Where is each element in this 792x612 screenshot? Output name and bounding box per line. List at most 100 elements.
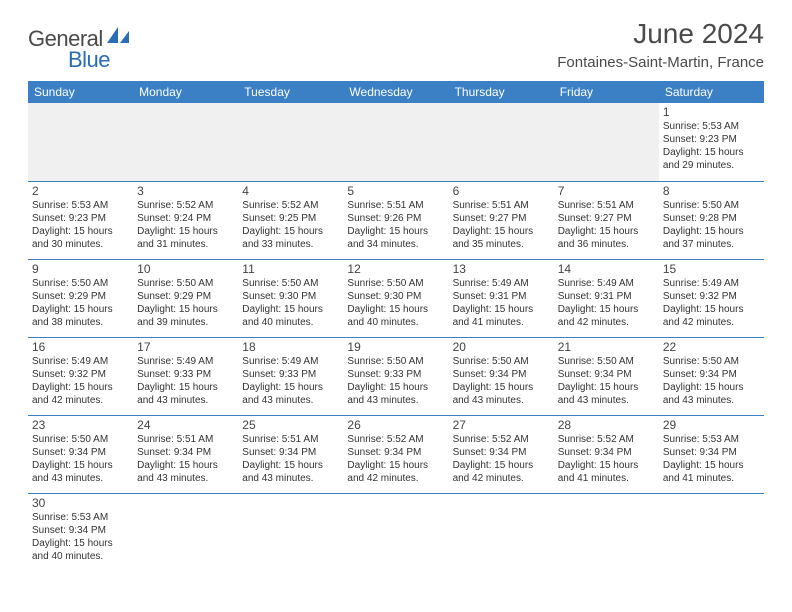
calendar-day-cell: 8Sunrise: 5:50 AMSunset: 9:28 PMDaylight… <box>659 181 764 259</box>
calendar-week-row: 1Sunrise: 5:53 AMSunset: 9:23 PMDaylight… <box>28 103 764 181</box>
day-info: Sunrise: 5:49 AMSunset: 9:33 PMDaylight:… <box>242 355 339 407</box>
day-number: 29 <box>663 418 760 432</box>
calendar-day-cell: 20Sunrise: 5:50 AMSunset: 9:34 PMDayligh… <box>449 337 554 415</box>
calendar-week-row: 9Sunrise: 5:50 AMSunset: 9:29 PMDaylight… <box>28 259 764 337</box>
calendar-empty-cell <box>28 103 133 181</box>
calendar-empty-cell <box>449 103 554 181</box>
month-title: June 2024 <box>557 18 764 50</box>
calendar-day-cell: 10Sunrise: 5:50 AMSunset: 9:29 PMDayligh… <box>133 259 238 337</box>
calendar-day-cell: 6Sunrise: 5:51 AMSunset: 9:27 PMDaylight… <box>449 181 554 259</box>
calendar-day-cell: 28Sunrise: 5:52 AMSunset: 9:34 PMDayligh… <box>554 415 659 493</box>
day-number: 27 <box>453 418 550 432</box>
calendar-day-cell: 5Sunrise: 5:51 AMSunset: 9:26 PMDaylight… <box>343 181 448 259</box>
day-info: Sunrise: 5:49 AMSunset: 9:31 PMDaylight:… <box>558 277 655 329</box>
calendar-day-cell: 2Sunrise: 5:53 AMSunset: 9:23 PMDaylight… <box>28 181 133 259</box>
day-number: 16 <box>32 340 129 354</box>
calendar-day-cell: 26Sunrise: 5:52 AMSunset: 9:34 PMDayligh… <box>343 415 448 493</box>
calendar-day-cell: 4Sunrise: 5:52 AMSunset: 9:25 PMDaylight… <box>238 181 343 259</box>
calendar-day-cell: 12Sunrise: 5:50 AMSunset: 9:30 PMDayligh… <box>343 259 448 337</box>
calendar-day-cell: 30Sunrise: 5:53 AMSunset: 9:34 PMDayligh… <box>28 493 133 571</box>
calendar-day-cell: 29Sunrise: 5:53 AMSunset: 9:34 PMDayligh… <box>659 415 764 493</box>
weekday-header: Sunday <box>28 81 133 103</box>
day-number: 11 <box>242 262 339 276</box>
calendar-day-cell: 17Sunrise: 5:49 AMSunset: 9:33 PMDayligh… <box>133 337 238 415</box>
calendar-empty-cell <box>554 103 659 181</box>
calendar-empty-cell <box>659 493 764 571</box>
calendar-empty-cell <box>449 493 554 571</box>
header: General June 2024 Fontaines-Saint-Martin… <box>28 18 764 71</box>
calendar-day-cell: 7Sunrise: 5:51 AMSunset: 9:27 PMDaylight… <box>554 181 659 259</box>
calendar-day-cell: 14Sunrise: 5:49 AMSunset: 9:31 PMDayligh… <box>554 259 659 337</box>
day-info: Sunrise: 5:50 AMSunset: 9:28 PMDaylight:… <box>663 199 760 251</box>
day-number: 5 <box>347 184 444 198</box>
day-info: Sunrise: 5:50 AMSunset: 9:34 PMDaylight:… <box>663 355 760 407</box>
day-info: Sunrise: 5:53 AMSunset: 9:23 PMDaylight:… <box>663 120 760 172</box>
day-number: 20 <box>453 340 550 354</box>
calendar-day-cell: 23Sunrise: 5:50 AMSunset: 9:34 PMDayligh… <box>28 415 133 493</box>
day-number: 24 <box>137 418 234 432</box>
day-info: Sunrise: 5:49 AMSunset: 9:32 PMDaylight:… <box>663 277 760 329</box>
day-info: Sunrise: 5:51 AMSunset: 9:27 PMDaylight:… <box>453 199 550 251</box>
day-number: 23 <box>32 418 129 432</box>
calendar-day-cell: 27Sunrise: 5:52 AMSunset: 9:34 PMDayligh… <box>449 415 554 493</box>
weekday-header: Wednesday <box>343 81 448 103</box>
day-number: 7 <box>558 184 655 198</box>
day-info: Sunrise: 5:51 AMSunset: 9:34 PMDaylight:… <box>137 433 234 485</box>
calendar-table: Sunday Monday Tuesday Wednesday Thursday… <box>28 81 764 571</box>
location: Fontaines-Saint-Martin, France <box>557 54 764 71</box>
calendar-day-cell: 1Sunrise: 5:53 AMSunset: 9:23 PMDaylight… <box>659 103 764 181</box>
day-info: Sunrise: 5:50 AMSunset: 9:33 PMDaylight:… <box>347 355 444 407</box>
day-info: Sunrise: 5:50 AMSunset: 9:29 PMDaylight:… <box>32 277 129 329</box>
calendar-empty-cell <box>238 493 343 571</box>
calendar-day-cell: 24Sunrise: 5:51 AMSunset: 9:34 PMDayligh… <box>133 415 238 493</box>
day-number: 6 <box>453 184 550 198</box>
day-number: 14 <box>558 262 655 276</box>
weekday-header: Friday <box>554 81 659 103</box>
calendar-empty-cell <box>343 103 448 181</box>
weekday-header: Monday <box>133 81 238 103</box>
logo-text-blue: Blue <box>68 47 110 73</box>
day-info: Sunrise: 5:53 AMSunset: 9:34 PMDaylight:… <box>663 433 760 485</box>
calendar-week-row: 23Sunrise: 5:50 AMSunset: 9:34 PMDayligh… <box>28 415 764 493</box>
day-info: Sunrise: 5:50 AMSunset: 9:34 PMDaylight:… <box>32 433 129 485</box>
day-number: 21 <box>558 340 655 354</box>
day-info: Sunrise: 5:50 AMSunset: 9:30 PMDaylight:… <box>347 277 444 329</box>
calendar-empty-cell <box>133 493 238 571</box>
day-number: 13 <box>453 262 550 276</box>
weekday-header: Thursday <box>449 81 554 103</box>
day-info: Sunrise: 5:51 AMSunset: 9:27 PMDaylight:… <box>558 199 655 251</box>
calendar-day-cell: 3Sunrise: 5:52 AMSunset: 9:24 PMDaylight… <box>133 181 238 259</box>
calendar-week-row: 30Sunrise: 5:53 AMSunset: 9:34 PMDayligh… <box>28 493 764 571</box>
calendar-day-cell: 22Sunrise: 5:50 AMSunset: 9:34 PMDayligh… <box>659 337 764 415</box>
day-number: 28 <box>558 418 655 432</box>
calendar-day-cell: 15Sunrise: 5:49 AMSunset: 9:32 PMDayligh… <box>659 259 764 337</box>
day-number: 4 <box>242 184 339 198</box>
calendar-day-cell: 18Sunrise: 5:49 AMSunset: 9:33 PMDayligh… <box>238 337 343 415</box>
day-number: 8 <box>663 184 760 198</box>
weekday-header: Saturday <box>659 81 764 103</box>
day-info: Sunrise: 5:52 AMSunset: 9:34 PMDaylight:… <box>453 433 550 485</box>
day-number: 25 <box>242 418 339 432</box>
weekday-header-row: Sunday Monday Tuesday Wednesday Thursday… <box>28 81 764 103</box>
day-number: 22 <box>663 340 760 354</box>
day-info: Sunrise: 5:49 AMSunset: 9:31 PMDaylight:… <box>453 277 550 329</box>
day-info: Sunrise: 5:49 AMSunset: 9:33 PMDaylight:… <box>137 355 234 407</box>
day-info: Sunrise: 5:49 AMSunset: 9:32 PMDaylight:… <box>32 355 129 407</box>
day-info: Sunrise: 5:50 AMSunset: 9:34 PMDaylight:… <box>453 355 550 407</box>
calendar-day-cell: 16Sunrise: 5:49 AMSunset: 9:32 PMDayligh… <box>28 337 133 415</box>
weekday-header: Tuesday <box>238 81 343 103</box>
day-info: Sunrise: 5:52 AMSunset: 9:34 PMDaylight:… <box>558 433 655 485</box>
day-number: 2 <box>32 184 129 198</box>
day-info: Sunrise: 5:51 AMSunset: 9:34 PMDaylight:… <box>242 433 339 485</box>
day-number: 17 <box>137 340 234 354</box>
day-number: 3 <box>137 184 234 198</box>
calendar-day-cell: 21Sunrise: 5:50 AMSunset: 9:34 PMDayligh… <box>554 337 659 415</box>
calendar-empty-cell <box>554 493 659 571</box>
day-number: 9 <box>32 262 129 276</box>
logo-sail-icon <box>107 27 129 48</box>
day-number: 12 <box>347 262 444 276</box>
day-info: Sunrise: 5:51 AMSunset: 9:26 PMDaylight:… <box>347 199 444 251</box>
day-number: 30 <box>32 496 129 510</box>
calendar-week-row: 2Sunrise: 5:53 AMSunset: 9:23 PMDaylight… <box>28 181 764 259</box>
day-info: Sunrise: 5:53 AMSunset: 9:34 PMDaylight:… <box>32 511 129 563</box>
